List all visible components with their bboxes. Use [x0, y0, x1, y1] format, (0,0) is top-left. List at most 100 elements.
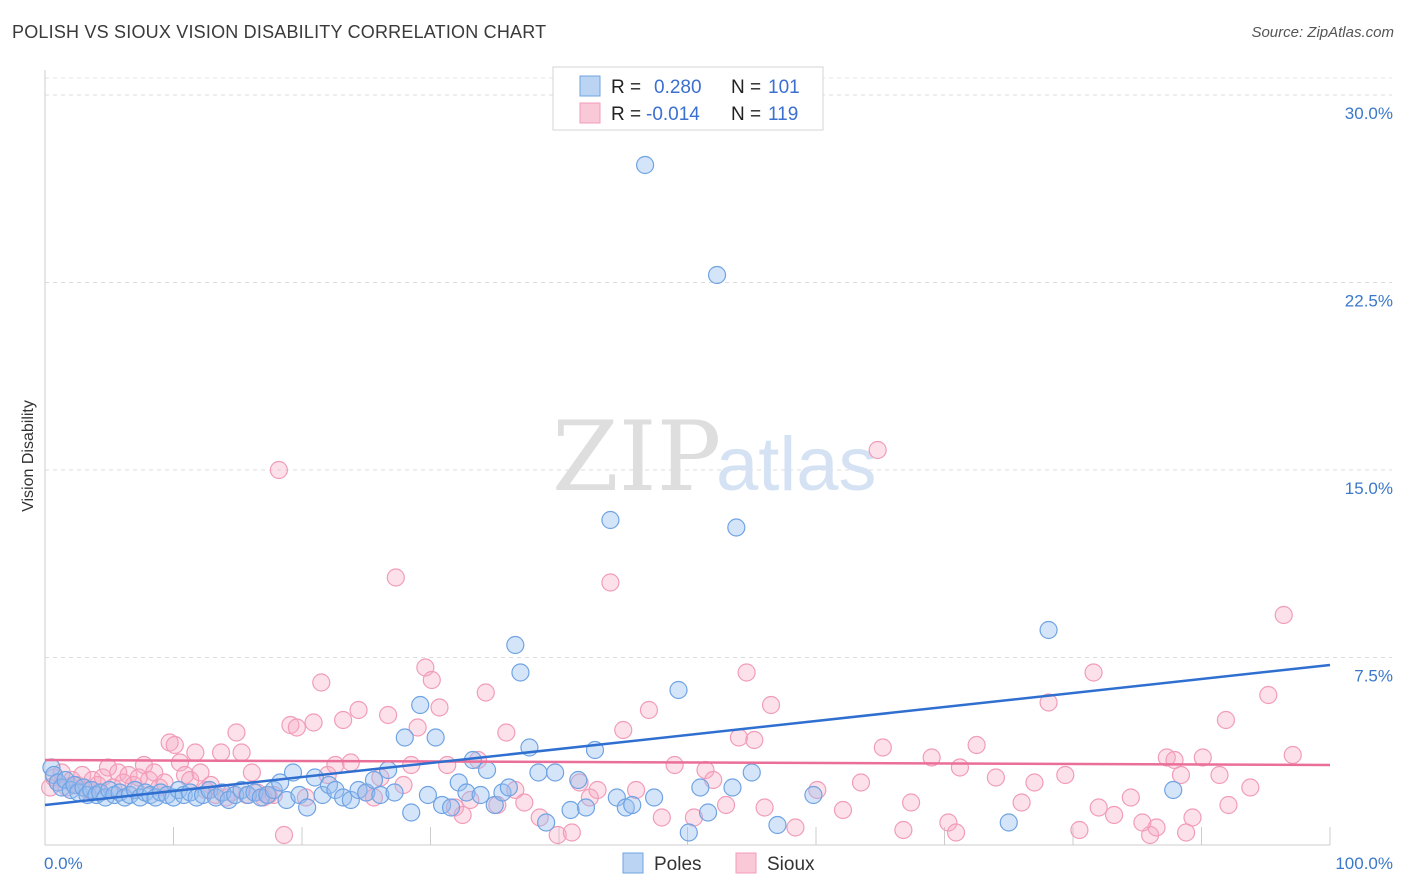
- watermark-zip: ZIP: [552, 401, 721, 513]
- sioux-point: [232, 743, 251, 762]
- poles-point: [449, 773, 468, 792]
- sioux-point: [274, 825, 294, 845]
- sioux-point: [737, 663, 756, 682]
- sioux-point: [851, 773, 871, 792]
- sioux-point: [833, 800, 853, 820]
- poles-point: [723, 778, 742, 797]
- sioux-point: [326, 755, 345, 775]
- poles-point: [506, 635, 525, 655]
- sioux-point: [497, 723, 516, 742]
- sioux-point: [160, 733, 179, 752]
- sioux-point: [894, 820, 913, 840]
- poles-point: [623, 795, 642, 815]
- poles-point: [385, 783, 404, 802]
- y-tick-label-0: 7.5%: [1354, 667, 1393, 686]
- poles-point: [679, 823, 698, 842]
- poles-point: [529, 763, 548, 782]
- sioux-point: [873, 738, 892, 757]
- sioux-point: [639, 700, 659, 720]
- sioux-point: [1210, 765, 1229, 785]
- legend-r-value-sioux: -0.014: [646, 104, 700, 125]
- poles-point: [457, 783, 476, 802]
- legend-n-value-sioux: 119: [768, 104, 798, 125]
- legend-r-label-poles: R =: [611, 77, 641, 98]
- sioux-point: [515, 793, 534, 812]
- sioux-point: [562, 823, 581, 842]
- poles-point: [402, 803, 421, 822]
- sioux-point: [1012, 793, 1031, 812]
- poles-point: [1039, 620, 1058, 640]
- poles-trend-line: [44, 663, 1331, 807]
- x-tick-label-1: 100.0%: [1335, 854, 1393, 873]
- poles-point: [371, 785, 390, 805]
- poles-point: [499, 778, 518, 797]
- sioux-point: [922, 748, 941, 767]
- y-tick-label-2: 22.5%: [1345, 292, 1393, 311]
- sioux-point: [665, 755, 684, 775]
- legend-r-label-sioux: R =: [611, 104, 641, 125]
- sioux-point: [1056, 765, 1075, 785]
- bottom-legend-sioux: Sioux: [767, 854, 815, 875]
- sioux-point: [786, 818, 805, 837]
- legend-n-value-poles: 101: [768, 77, 800, 98]
- watermark-atlas: atlas: [716, 422, 877, 507]
- sioux-point: [175, 765, 195, 785]
- sioux-point: [1171, 765, 1191, 785]
- sioux-point: [1084, 663, 1103, 682]
- poles-point: [546, 763, 565, 782]
- poles-point: [395, 728, 414, 747]
- sioux-point: [165, 735, 184, 755]
- sioux-point: [1259, 685, 1278, 705]
- y-axis-label: Vision Disability: [20, 400, 37, 512]
- legend-box: R = 0.280 N = 101 R = -0.014 N = 119: [552, 66, 824, 131]
- legend-n-label-sioux: N =: [731, 104, 761, 125]
- poles-point: [378, 760, 398, 780]
- poles-point: [56, 770, 75, 790]
- sioux-point: [950, 758, 970, 777]
- poles-point: [691, 778, 710, 797]
- sioux-point: [334, 710, 353, 730]
- sioux-point: [1216, 710, 1236, 730]
- poles-point: [999, 813, 1018, 832]
- sioux-point: [1070, 820, 1089, 840]
- sioux-point: [1193, 748, 1212, 767]
- sioux-point: [946, 823, 966, 842]
- poles-point: [326, 780, 345, 800]
- x-tick-label-0: 0.0%: [44, 854, 83, 873]
- sioux-point: [601, 573, 620, 592]
- legend-swatch-sioux: [579, 102, 601, 124]
- sioux-point: [269, 460, 288, 480]
- sioux-point: [614, 720, 633, 740]
- sioux-point: [1025, 773, 1044, 792]
- poles-point: [477, 760, 497, 780]
- poles-point: [341, 790, 360, 810]
- sioux-point: [287, 718, 306, 737]
- poles-point: [569, 770, 588, 790]
- legend-n-label-poles: N =: [731, 77, 761, 98]
- grid-lines: [45, 77, 1392, 658]
- poles-point: [426, 728, 445, 747]
- poles-point: [411, 695, 430, 715]
- poles-point: [471, 785, 490, 805]
- poles-point: [601, 510, 620, 530]
- sioux-point: [1121, 788, 1140, 807]
- source-label: Source: ZipAtlas.com: [1251, 24, 1394, 41]
- poles-point: [607, 788, 626, 807]
- sioux-point: [580, 788, 599, 807]
- trend-lines: [44, 663, 1331, 807]
- bottom-legend: Poles Sioux: [622, 852, 815, 875]
- sioux-point: [242, 763, 261, 782]
- sioux-point: [967, 735, 986, 755]
- sioux-point: [1219, 795, 1238, 815]
- sioux-point: [729, 728, 749, 747]
- sioux-point: [304, 713, 323, 732]
- axes: [44, 70, 1331, 846]
- y-tick-label-1: 15.0%: [1345, 479, 1393, 498]
- poles-point: [441, 798, 461, 817]
- poles-point: [698, 803, 718, 822]
- sioux-point: [438, 755, 457, 775]
- legend-swatch-poles: [579, 75, 601, 97]
- sioux-point: [901, 793, 921, 812]
- sioux-point: [1183, 808, 1202, 827]
